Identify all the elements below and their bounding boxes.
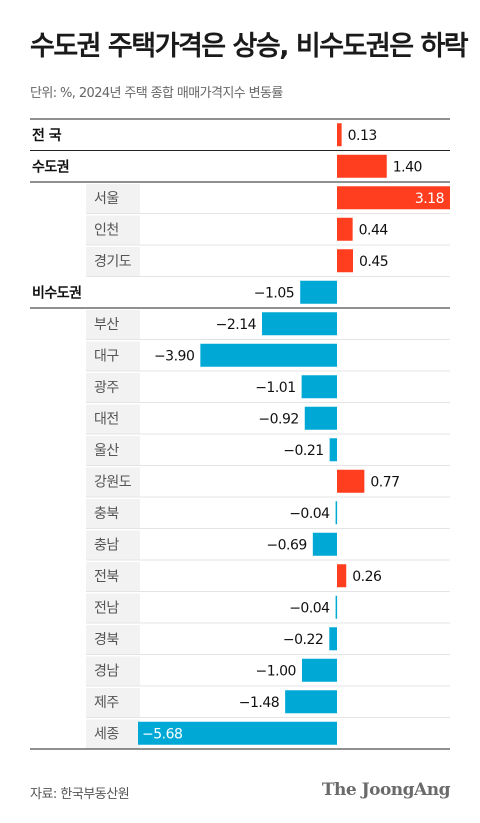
- value-label: −2.14: [216, 317, 257, 333]
- bar: [300, 280, 337, 304]
- bar: [301, 375, 337, 399]
- bar: [200, 343, 337, 367]
- row-label-bg: [86, 373, 140, 403]
- bar: [337, 123, 342, 147]
- row-label-bg: [86, 184, 140, 214]
- category-label: 경남: [94, 663, 119, 679]
- value-label: −0.69: [266, 537, 306, 553]
- row-label-bg: [86, 215, 140, 245]
- category-label: 수도권: [32, 159, 69, 175]
- bar: [304, 406, 337, 430]
- bar: [329, 627, 337, 651]
- category-label: 세종: [94, 726, 119, 742]
- brand-logo: The JoongAng: [321, 780, 451, 800]
- source-note: 자료: 한국부동산원: [30, 787, 130, 802]
- row-label-bg: [86, 656, 140, 686]
- row-label-bg: [86, 310, 140, 340]
- category-label: 경북: [94, 632, 119, 648]
- value-label: −1.48: [239, 695, 279, 711]
- value-label: −0.21: [283, 443, 323, 459]
- bar: [337, 154, 387, 178]
- category-label: 충남: [94, 537, 119, 553]
- category-label: 울산: [94, 443, 119, 459]
- value-label: 1.40: [393, 159, 422, 175]
- row-label-bg: [86, 467, 140, 497]
- value-label: −3.90: [154, 348, 194, 364]
- value-label: −1.01: [255, 380, 295, 396]
- value-label: −0.22: [283, 632, 323, 648]
- row-label-bg: [86, 404, 140, 434]
- value-label: −1.00: [256, 663, 296, 679]
- bar: [335, 595, 338, 619]
- bar: [335, 501, 338, 525]
- value-label: −0.04: [289, 506, 330, 522]
- category-label: 제주: [94, 695, 119, 711]
- bar: [138, 721, 337, 745]
- bar: [312, 532, 337, 556]
- bar: [337, 186, 450, 210]
- category-label: 충북: [94, 506, 119, 522]
- bar: [337, 564, 347, 588]
- chart-subtitle: 단위: %, 2024년 주택 종합 매매가격지수 변동률: [30, 86, 283, 101]
- row-label-bg: [86, 341, 140, 371]
- category-label: 대전: [94, 411, 119, 427]
- category-label: 전 국: [32, 127, 62, 144]
- value-label: 0.26: [352, 569, 382, 585]
- value-label: −5.68: [142, 726, 182, 742]
- category-label: 서울: [94, 191, 119, 207]
- bar: [301, 658, 337, 682]
- value-label: 0.44: [359, 222, 389, 238]
- value-label: −0.04: [289, 600, 330, 616]
- value-label: 0.13: [348, 128, 377, 144]
- bar: [337, 469, 365, 493]
- bar: [285, 690, 337, 714]
- value-label: 0.45: [359, 254, 388, 270]
- category-label: 강원도: [94, 474, 132, 490]
- row-label-bg: [86, 719, 140, 749]
- category-label: 광주: [94, 380, 119, 396]
- bar: [262, 312, 337, 336]
- row-label-bg: [86, 688, 140, 718]
- category-label: 대구: [94, 348, 119, 364]
- row-label-bg: [86, 436, 140, 466]
- value-label: −0.92: [258, 411, 298, 427]
- category-label: 전북: [94, 569, 119, 585]
- row-label-bg: [86, 530, 140, 560]
- category-label: 전남: [94, 600, 119, 616]
- page-title: 수도권 주택가격은 상승, 비수도권은 하락: [30, 31, 469, 62]
- bar: [329, 438, 337, 462]
- value-label: 0.77: [370, 474, 399, 490]
- value-label: −1.05: [254, 285, 294, 301]
- category-label: 경기도: [94, 254, 132, 270]
- row-label-bg: [86, 625, 140, 655]
- category-label: 부산: [94, 317, 119, 333]
- bar: [337, 217, 353, 241]
- category-label: 비수도권: [32, 285, 82, 301]
- row-label-bg: [86, 499, 140, 529]
- category-label: 인천: [94, 222, 119, 238]
- row-label-bg: [86, 247, 140, 277]
- row-label-bg: [86, 562, 140, 592]
- row-label-bg: [86, 593, 140, 623]
- value-label: 3.18: [415, 191, 444, 207]
- bar: [337, 249, 353, 273]
